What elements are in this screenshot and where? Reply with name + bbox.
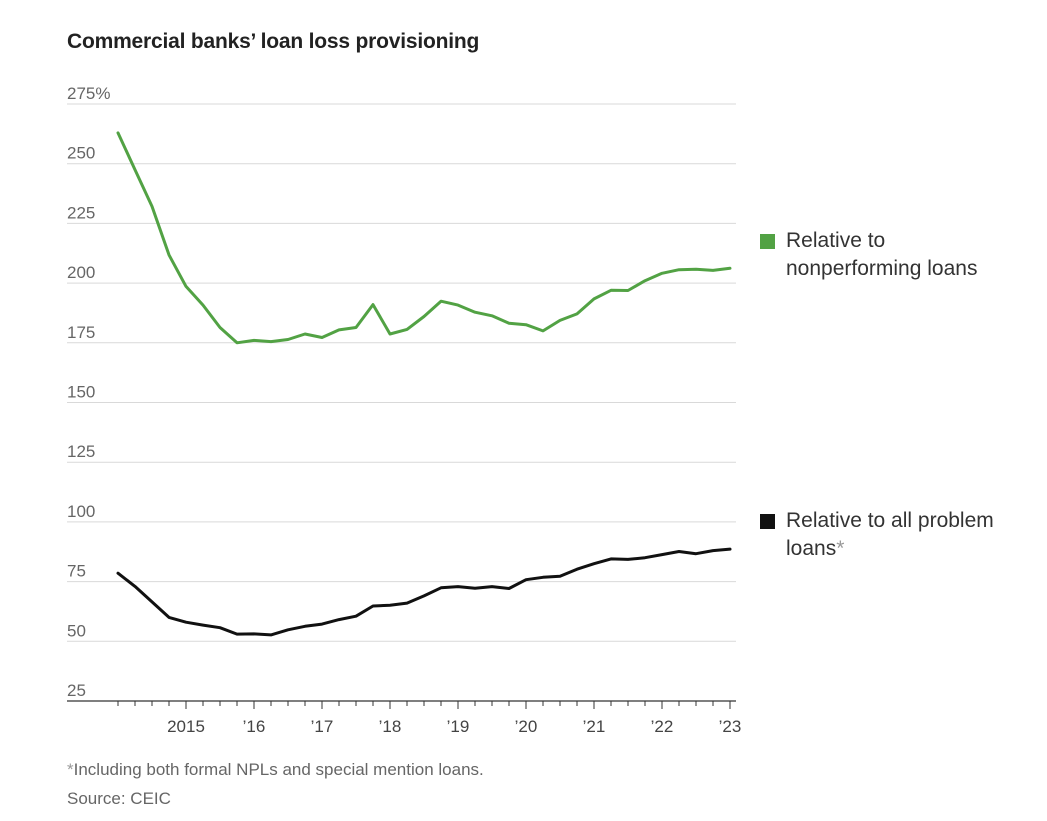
legend-label: Relative to nonperforming loans bbox=[786, 229, 978, 280]
y-tick-label: 250 bbox=[67, 144, 95, 163]
y-tick-label: 100 bbox=[67, 502, 95, 521]
y-tick-label: 150 bbox=[67, 383, 95, 402]
series-lines bbox=[116, 131, 732, 637]
y-axis-tick-labels: 275% 250 225 200 175 150 125 100 75 50 25 bbox=[67, 84, 110, 700]
source-note: Source: CEIC bbox=[67, 789, 171, 808]
y-tick-label: 175 bbox=[67, 323, 95, 342]
y-tick-label: 275% bbox=[67, 84, 110, 103]
y-tick-label: 225 bbox=[67, 203, 95, 222]
legend-swatch-green bbox=[760, 234, 775, 249]
x-axis: 2015 ’16 ’17 ’18 ’19 ’20 ’21 ’22 ’23 bbox=[67, 700, 742, 736]
y-tick-label: 200 bbox=[67, 263, 95, 282]
x-tick-label: ’17 bbox=[311, 717, 334, 736]
x-tick-label: ’23 bbox=[719, 717, 742, 736]
series-line-all-problem bbox=[116, 547, 732, 637]
x-tick-label: ’16 bbox=[243, 717, 266, 736]
series-line-nonperforming bbox=[116, 131, 732, 345]
footnote-marker: * bbox=[67, 760, 74, 779]
x-tick-label: ’21 bbox=[583, 717, 606, 736]
x-tick-label: ’22 bbox=[651, 717, 674, 736]
x-tick-label: ’20 bbox=[515, 717, 538, 736]
y-tick-label: 75 bbox=[67, 562, 86, 581]
y-tick-label: 125 bbox=[67, 442, 95, 461]
footnote-text: Including both formal NPLs and special m… bbox=[73, 760, 484, 779]
legend-item-all-problem: Relative to all problem loans* bbox=[760, 507, 1026, 563]
x-tick-label: ’18 bbox=[379, 717, 402, 736]
legend-item-nonperforming: Relative to nonperforming loans bbox=[760, 227, 1026, 283]
chart-title: Commercial banks’ loan loss provisioning bbox=[67, 30, 480, 53]
x-tick-label: 2015 bbox=[167, 717, 205, 736]
legend-swatch-black bbox=[760, 514, 775, 529]
x-tick-label: ’19 bbox=[447, 717, 470, 736]
legend-label: Relative to all problem loans bbox=[786, 509, 994, 560]
grid-lines bbox=[67, 103, 736, 642]
y-tick-label: 50 bbox=[67, 621, 86, 640]
footnote: *Including both formal NPLs and special … bbox=[67, 760, 484, 780]
y-tick-label: 25 bbox=[67, 681, 86, 700]
legend-footnote-marker: * bbox=[836, 537, 845, 560]
